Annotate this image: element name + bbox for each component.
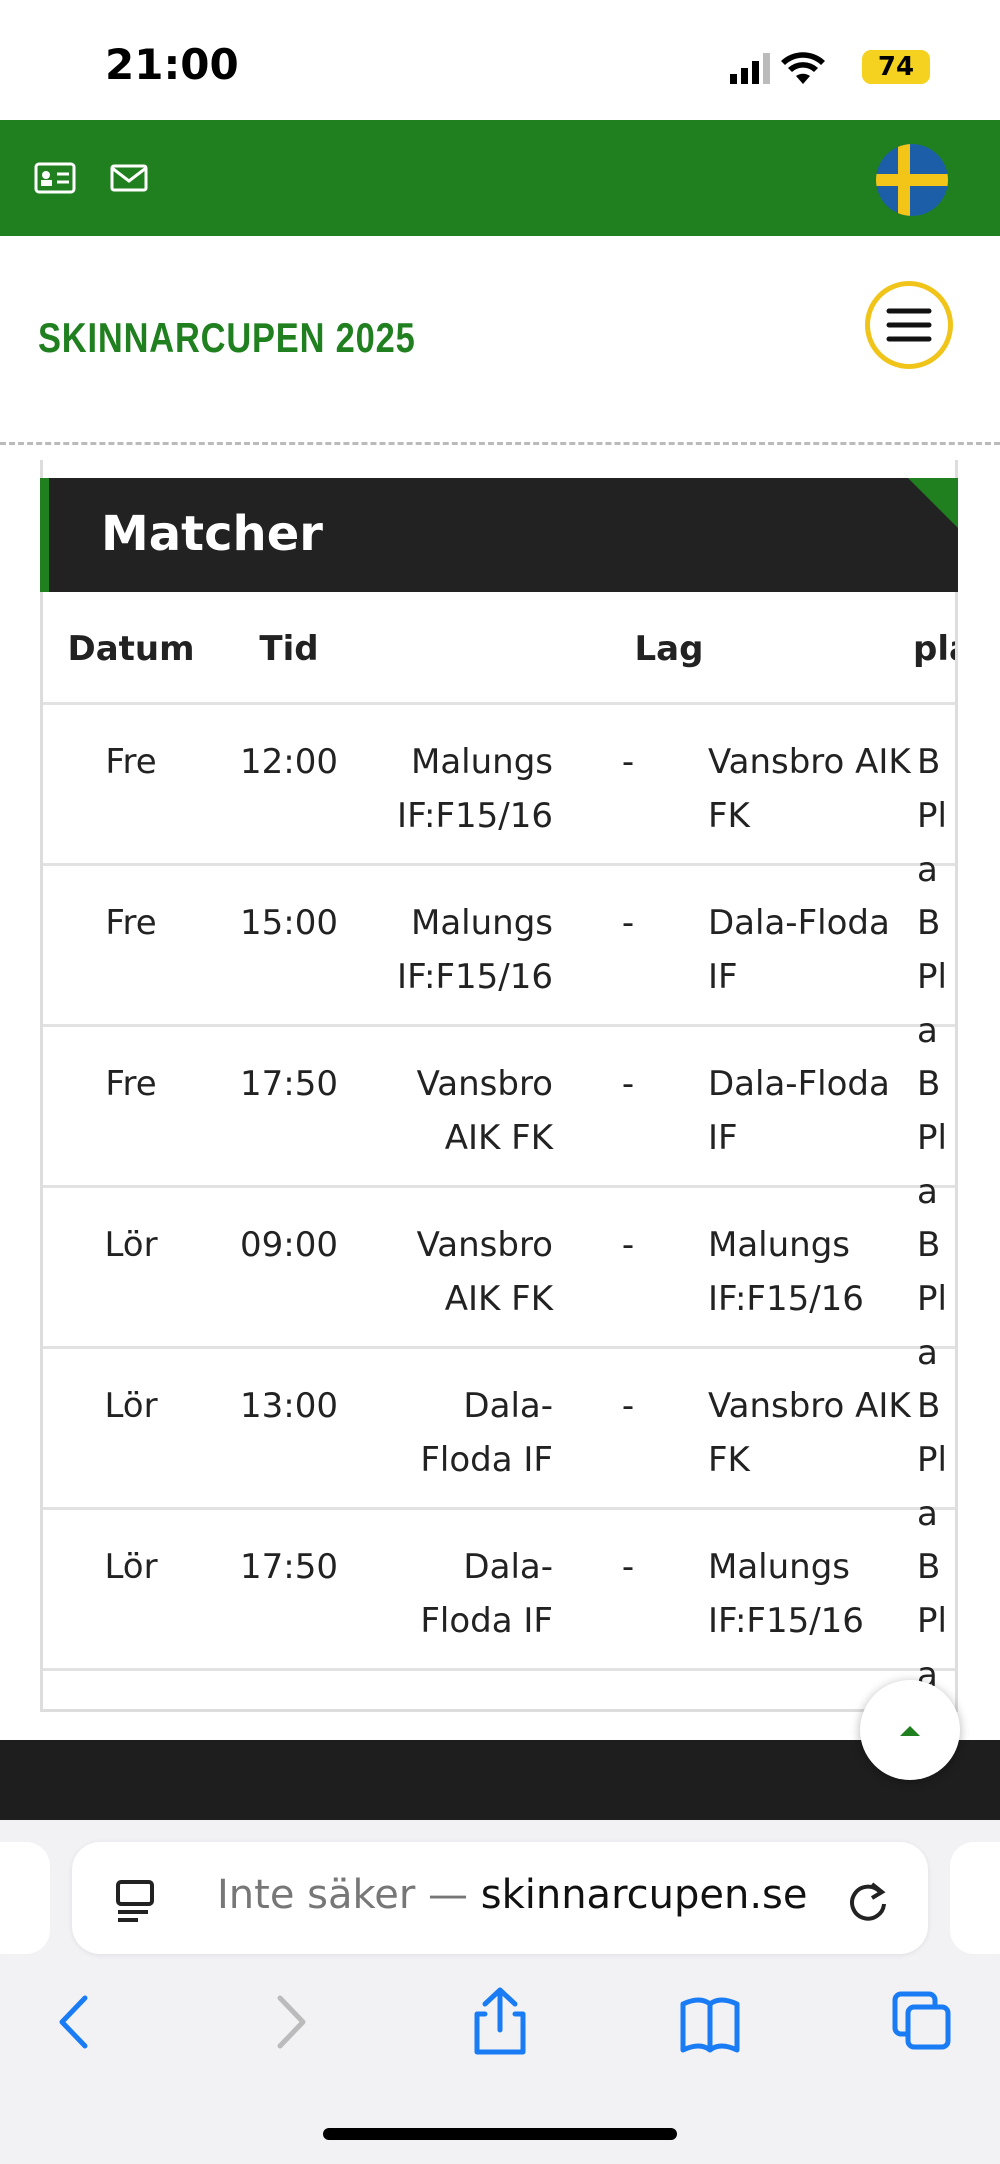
away-team: Dala-Floda IF — [708, 903, 890, 997]
away-team: Malungs IF:F15/16 — [708, 1225, 864, 1319]
top-bar — [0, 120, 1000, 236]
footer — [0, 1740, 1000, 1820]
venue: B Pla — [917, 903, 947, 1051]
separator: - — [621, 1225, 635, 1265]
day: Fre — [105, 903, 157, 943]
battery: 74 — [862, 50, 930, 84]
match-row: Lör 13:00 Dala-Floda IF - Vansbro AIK FK B Pl… — [43, 1349, 955, 1534]
day: Fre — [105, 1064, 157, 1104]
section-header: Matcher — [40, 478, 958, 592]
tab-right[interactable] — [950, 1842, 1000, 1954]
venue: B Pla — [917, 1064, 947, 1212]
tab-left[interactable] — [0, 1842, 50, 1954]
url-prefix: Inte säker — — [217, 1872, 469, 1918]
match-row: Fre 15:00 Malungs IF:F15/16 - Dala-Floda IF B… — [43, 866, 955, 1051]
away-team: Dala-Floda IF — [708, 1064, 890, 1158]
scroll-top[interactable] — [860, 1680, 960, 1780]
home-team: Dala-Floda IF — [420, 1547, 553, 1641]
clock: 21:00 — [105, 40, 239, 89]
column-header: pla — [913, 629, 955, 669]
separator: - — [621, 1064, 635, 1104]
signal-wifi — [730, 52, 825, 84]
match-row: Lör 09:00 Vansbro AIK FK - Malungs IF:F15/16… — [43, 1188, 955, 1373]
status-bar: 21:00 74 — [0, 0, 1000, 120]
match-table: Datum Tid Lag pla Fre 12:00 Malungs IF:F15/16 -… — [43, 592, 955, 1702]
day: Lör — [104, 1386, 158, 1426]
reader-icon — [116, 1880, 154, 1922]
away-team: Vansbro AIK FK — [708, 1386, 911, 1480]
address-bar[interactable]: Inte säker — skinnarcupen.se — [72, 1842, 928, 1954]
home-team: Malungs IF:F15/16 — [397, 903, 553, 997]
contact-icons[interactable] — [32, 160, 152, 200]
site-header: SKINNARCUPEN 2025 — [0, 236, 1000, 445]
match-row: Fre 12:00 Malungs IF:F15/16 - Vansbro AIK FK… — [43, 705, 955, 890]
time: 13:00 — [240, 1386, 338, 1426]
site-title[interactable]: SKINNARCUPEN 2025 — [38, 314, 416, 361]
header-row: Datum Tid Lag pla — [43, 592, 955, 705]
separator: - — [621, 903, 635, 943]
home-indicator — [323, 2128, 677, 2140]
day: Fre — [105, 742, 157, 782]
match-row: Lör 17:50 Dala-Floda IF - Malungs IF:F15/16 B… — [43, 1510, 955, 1695]
menu-icon — [886, 308, 932, 342]
away-team: Malungs IF:F15/16 — [708, 1547, 864, 1641]
day: Lör — [104, 1225, 158, 1265]
column-header: Tid — [259, 629, 319, 669]
corner — [908, 478, 958, 528]
time: 17:50 — [240, 1064, 338, 1104]
time: 12:00 — [240, 742, 338, 782]
toolbar[interactable] — [0, 1980, 1000, 2060]
time: 15:00 — [240, 903, 338, 943]
column-header: Lag — [634, 629, 704, 669]
column-header: Datum — [67, 629, 195, 669]
menu-button[interactable] — [865, 281, 953, 369]
venue: B Pla — [917, 1386, 947, 1534]
day: Lör — [104, 1547, 158, 1587]
content-box — [40, 460, 958, 1712]
home-team: Vansbro AIK FK — [416, 1225, 553, 1319]
home-team: Malungs IF:F15/16 — [397, 742, 553, 836]
url: Inte säker — skinnarcupen.se — [217, 1872, 808, 1918]
venue: B Pla — [917, 742, 947, 890]
venue: B Pla — [917, 1225, 947, 1373]
separator: - — [621, 1547, 635, 1587]
home-team: Vansbro AIK FK — [416, 1064, 553, 1158]
home-team: Dala-Floda IF — [420, 1386, 553, 1480]
section-title: Matcher — [101, 506, 323, 562]
separator: - — [621, 742, 635, 782]
time: 17:50 — [240, 1547, 338, 1587]
url-domain: skinnarcupen.se — [480, 1872, 808, 1918]
separator: - — [621, 1386, 635, 1426]
language-flag[interactable] — [874, 142, 950, 218]
match-row: Fre 17:50 Vansbro AIK FK - Dala-Floda IF B Pl… — [43, 1027, 955, 1212]
time: 09:00 — [240, 1225, 338, 1265]
up-arrow — [900, 1726, 920, 1736]
reload-icon[interactable] — [844, 1876, 894, 1926]
venue: B Pla — [917, 1547, 947, 1695]
away-team: Vansbro AIK FK — [708, 742, 911, 836]
